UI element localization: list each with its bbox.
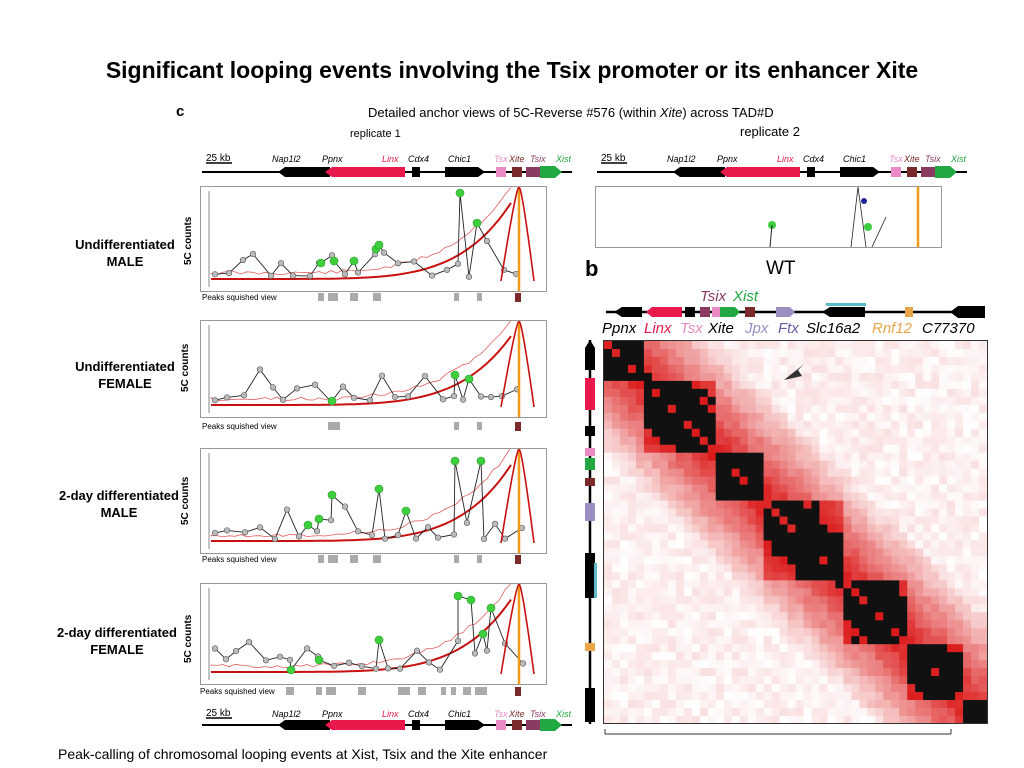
svg-text:Ppnx: Ppnx bbox=[322, 709, 343, 719]
slide-title: Significant looping events involving the… bbox=[105, 57, 919, 83]
gene-label-xist: Xist bbox=[555, 154, 572, 164]
svg-text:Xist: Xist bbox=[950, 154, 967, 164]
linx-arrow bbox=[325, 167, 405, 177]
gene-track-top: 25 kb Nap1l2 Ppnx Linx Cdx4 Chic1 Tsx Xi… bbox=[202, 153, 572, 178]
gene-track-bottom: 25 kb Nap1l2 Ppnx Linx Cdx4 Chic1 Tsx Xi… bbox=[202, 708, 572, 731]
gene-label-ppnx: Ppnx bbox=[322, 154, 343, 164]
row-label-diff-male: 2-day differentiated MALE bbox=[59, 488, 179, 520]
gene-label-b-tsx: Tsx bbox=[680, 320, 703, 337]
arrowhead-icon bbox=[784, 364, 804, 380]
svg-text:Linx: Linx bbox=[777, 154, 794, 164]
nap1l2-arrow bbox=[278, 167, 330, 177]
svg-text:Tsix: Tsix bbox=[530, 709, 546, 719]
svg-text:Cdx4: Cdx4 bbox=[803, 154, 824, 164]
gene-label-cdx4: Cdx4 bbox=[408, 154, 429, 164]
svg-text:Xite: Xite bbox=[903, 154, 920, 164]
hic-heatmap bbox=[603, 340, 988, 724]
scale-label: 25 kb bbox=[206, 153, 231, 164]
replicate-2-label: replicate 2 bbox=[740, 124, 800, 139]
panel-b-gene-labels: Ppnx Linx Tsx Xite Jpx Ftx Slc16a2 Rnf12… bbox=[602, 320, 975, 337]
panel-b-scale-bracket bbox=[604, 729, 952, 735]
panel-b-title: WT bbox=[766, 258, 796, 279]
gene-label-b-linx: Linx bbox=[644, 320, 672, 337]
gene-label-b-xite: Xite bbox=[707, 320, 734, 337]
peaks-view-4: Peaks squished view bbox=[198, 686, 543, 698]
svg-text:Chic1: Chic1 bbox=[843, 154, 866, 164]
gene-label-chic1: Chic1 bbox=[448, 154, 471, 164]
plot-diff-male bbox=[200, 448, 547, 554]
gene-label-b-c77370: C77370 bbox=[922, 320, 975, 337]
panel-c-label: c bbox=[176, 103, 185, 120]
plot-rep2-partial bbox=[595, 186, 942, 248]
svg-text:Xist: Xist bbox=[555, 709, 572, 719]
svg-text:25 kb: 25 kb bbox=[206, 708, 231, 719]
gene-label-b-slc16a2: Slc16a2 bbox=[806, 320, 861, 337]
plot-diff-female bbox=[200, 583, 547, 685]
svg-text:Xite: Xite bbox=[508, 709, 525, 719]
svg-text:Ppnx: Ppnx bbox=[717, 154, 738, 164]
plot-undiff-female bbox=[200, 320, 547, 418]
svg-text:Nap1l2: Nap1l2 bbox=[272, 709, 301, 719]
panel-b-vertical-track bbox=[585, 340, 597, 724]
y-axis-label-2: 5C counts bbox=[180, 343, 191, 392]
plot-undiff-male bbox=[200, 186, 547, 292]
gene-label-nap1l2: Nap1l2 bbox=[272, 154, 301, 164]
replicate-1-label: replicate 1 bbox=[350, 128, 401, 140]
gene-label-linx: Linx bbox=[382, 154, 399, 164]
peaks-view-3: Peaks squished view bbox=[200, 554, 545, 566]
gene-track-top-rep2: 25 kb Nap1l2 Ppnx Linx Cdx4 Chic1 Tsx Xi… bbox=[597, 153, 967, 178]
gene-label-xite: Xite bbox=[508, 154, 525, 164]
panel-b-gene-track: Tsix Xist bbox=[606, 288, 985, 318]
panel-b-label: b bbox=[585, 256, 599, 281]
svg-text:25 kb: 25 kb bbox=[601, 153, 626, 164]
row-label-undiff-male: Undifferentiated MALE bbox=[75, 237, 175, 269]
row-label-diff-female: 2-day differentiated FEMALE bbox=[57, 625, 177, 657]
gene-label-b-ftx: Ftx bbox=[778, 320, 799, 337]
peaks-view-1: Peaks squished view bbox=[200, 292, 545, 304]
gene-label-b-tsix: Tsix bbox=[700, 288, 727, 305]
y-axis-label-1: 5C counts bbox=[183, 216, 194, 265]
svg-text:Cdx4: Cdx4 bbox=[408, 709, 429, 719]
svg-text:Nap1l2: Nap1l2 bbox=[667, 154, 696, 164]
gene-label-b-xist: Xist bbox=[732, 288, 759, 305]
svg-text:Chic1: Chic1 bbox=[448, 709, 471, 719]
y-axis-label-4: 5C counts bbox=[183, 614, 194, 663]
gene-label-b-rnf12: Rnf12 bbox=[872, 320, 913, 337]
svg-text:Tsx: Tsx bbox=[889, 154, 903, 164]
gene-label-tsx: Tsx bbox=[494, 154, 508, 164]
svg-text:Linx: Linx bbox=[382, 709, 399, 719]
slide-caption: Peak-calling of chromosomal looping even… bbox=[58, 746, 548, 762]
svg-text:Tsx: Tsx bbox=[494, 709, 508, 719]
gene-label-b-jpx: Jpx bbox=[744, 320, 769, 337]
svg-text:Tsix: Tsix bbox=[925, 154, 941, 164]
gene-label-b-ppnx: Ppnx bbox=[602, 320, 637, 337]
y-axis-label-3: 5C counts bbox=[180, 476, 191, 525]
peaks-view-2: Peaks squished view bbox=[200, 421, 545, 433]
gene-label-tsix: Tsix bbox=[530, 154, 546, 164]
row-label-undiff-female: Undifferentiated FEMALE bbox=[75, 359, 175, 391]
panel-c-title: Detailed anchor views of 5C-Reverse #576… bbox=[368, 105, 774, 120]
